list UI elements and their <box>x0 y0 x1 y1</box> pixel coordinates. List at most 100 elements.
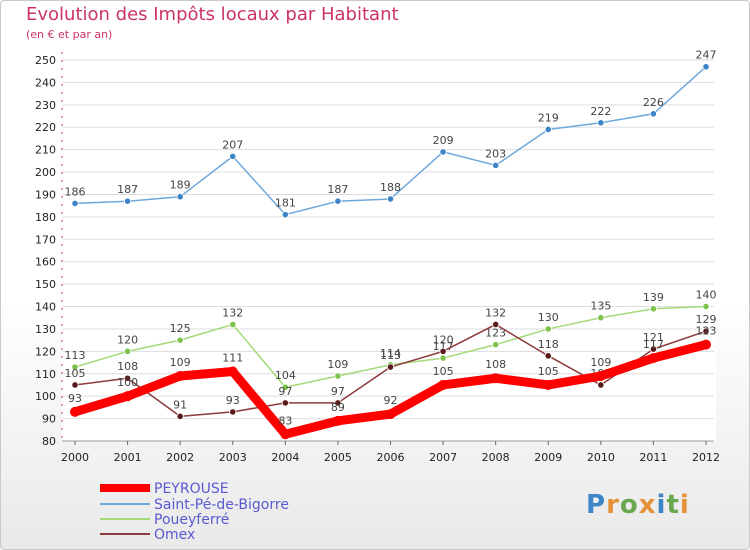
y-tick-label: 140 <box>35 301 56 314</box>
data-point <box>649 345 658 353</box>
data-label: 222 <box>590 105 611 118</box>
data-point <box>334 197 342 205</box>
data-label: 123 <box>696 325 717 338</box>
data-label: 247 <box>696 49 717 62</box>
data-label: 89 <box>331 401 345 414</box>
data-point <box>122 391 133 402</box>
logo-letter: r <box>606 490 620 520</box>
y-tick-label: 130 <box>35 323 56 336</box>
data-label: 219 <box>538 111 559 124</box>
y-tick-label: 190 <box>35 188 56 201</box>
data-point <box>334 372 342 380</box>
legend-label: PEYROUSE <box>154 481 229 497</box>
data-label: 108 <box>485 358 506 371</box>
x-tick-label: 2009 <box>534 451 562 464</box>
logo-letter: x <box>638 490 657 520</box>
data-point <box>176 193 184 201</box>
data-point <box>229 408 237 416</box>
data-point <box>439 148 447 156</box>
data-label: 135 <box>590 300 611 313</box>
data-point <box>439 347 447 355</box>
y-tick-label: 100 <box>35 390 56 403</box>
chart-title: Evolution des Impôts locaux par Habitant <box>26 4 399 25</box>
data-label: 129 <box>696 313 717 326</box>
data-point <box>492 320 500 329</box>
x-tick-label: 2001 <box>114 451 142 464</box>
data-point <box>597 381 605 389</box>
data-label: 83 <box>278 414 292 427</box>
data-point <box>229 320 237 329</box>
data-label: 125 <box>170 322 191 335</box>
data-point <box>123 347 132 355</box>
data-point <box>492 341 500 349</box>
data-label: 203 <box>485 147 506 160</box>
data-label: 139 <box>643 291 664 304</box>
y-tick-label: 240 <box>35 76 56 89</box>
y-tick-label: 230 <box>35 99 56 112</box>
proxiti-logo: Proxiti <box>586 490 690 520</box>
data-point <box>702 63 710 71</box>
data-label: 188 <box>380 181 401 194</box>
data-point <box>595 371 606 382</box>
y-tick-label: 220 <box>35 121 56 134</box>
data-label: 207 <box>222 138 243 151</box>
data-label: 132 <box>485 306 506 319</box>
data-label: 97 <box>278 385 292 398</box>
data-point <box>544 325 552 333</box>
data-label: 93 <box>68 392 82 405</box>
chart-subtitle: (en € et par an) <box>26 28 113 41</box>
x-tick-label: 2003 <box>219 451 247 464</box>
data-label: 187 <box>117 183 138 196</box>
data-point <box>385 409 396 420</box>
data-label: 104 <box>275 369 296 382</box>
logo-letter: i <box>679 490 690 520</box>
data-label: 118 <box>538 338 559 351</box>
y-tick-label: 90 <box>42 413 56 426</box>
data-label: 109 <box>170 356 191 369</box>
data-label: 187 <box>327 183 348 196</box>
data-point <box>649 110 658 118</box>
y-tick-label: 180 <box>35 211 56 224</box>
y-tick-label: 210 <box>35 144 56 157</box>
legend-label: Poueyferré <box>154 512 229 528</box>
x-tick-label: 2004 <box>271 451 299 464</box>
data-label: 111 <box>222 352 243 365</box>
y-tick-label: 110 <box>35 368 56 381</box>
logo-letter: o <box>619 490 639 520</box>
data-label: 113 <box>65 349 86 362</box>
data-point <box>386 195 395 203</box>
data-point <box>649 305 658 313</box>
data-label: 100 <box>117 376 138 389</box>
data-point <box>71 199 79 208</box>
data-label: 120 <box>117 333 138 346</box>
data-label: 109 <box>590 356 611 369</box>
y-tick-label: 200 <box>35 166 56 179</box>
data-point <box>701 339 711 350</box>
data-label: 117 <box>643 338 664 351</box>
logo-letter: P <box>586 490 607 520</box>
data-point <box>334 399 342 407</box>
data-label: 140 <box>696 289 717 302</box>
data-label: 117 <box>433 340 454 353</box>
data-point <box>702 327 710 335</box>
y-tick-label: 170 <box>35 233 56 246</box>
data-point <box>597 119 605 127</box>
data-point <box>332 415 343 426</box>
data-point <box>176 412 184 420</box>
data-point <box>281 399 289 407</box>
logo-letter: t <box>666 490 680 520</box>
data-point <box>543 379 554 390</box>
data-label: 120 <box>433 333 454 346</box>
data-point <box>544 125 552 134</box>
data-label: 226 <box>643 96 664 109</box>
x-tick-label: 2005 <box>324 451 352 464</box>
data-point <box>597 314 605 322</box>
data-point <box>490 373 501 384</box>
data-label: 123 <box>485 327 506 340</box>
data-label: 105 <box>433 365 454 378</box>
legend-label: Saint-Pé-de-Bigorre <box>154 497 289 513</box>
data-point <box>229 152 237 160</box>
y-tick-label: 150 <box>35 278 56 291</box>
data-point <box>176 336 184 344</box>
